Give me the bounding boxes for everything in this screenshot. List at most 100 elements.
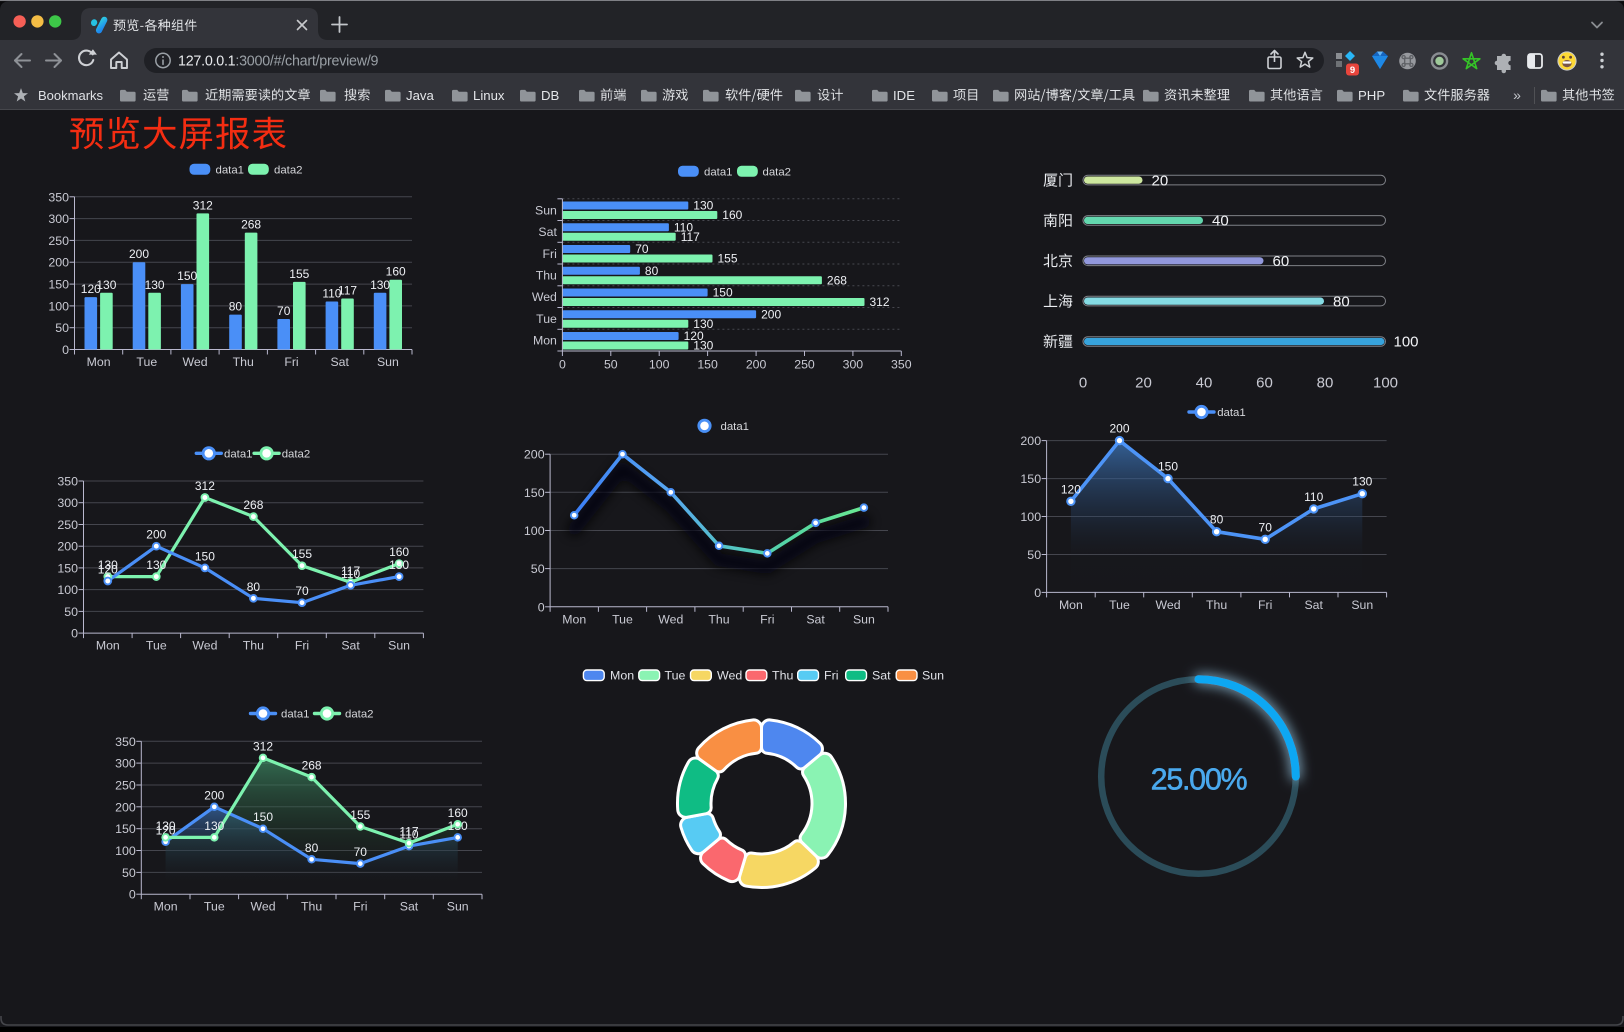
svg-text:Sat: Sat xyxy=(341,639,360,653)
svg-text:Mon: Mon xyxy=(87,355,111,369)
svg-text:130: 130 xyxy=(156,819,176,833)
svg-text:130: 130 xyxy=(204,819,224,833)
svg-text:155: 155 xyxy=(289,267,309,281)
svg-text:20: 20 xyxy=(1135,374,1152,391)
svg-text:80: 80 xyxy=(1317,374,1334,391)
svg-text:Tue: Tue xyxy=(136,355,157,369)
svg-text:60: 60 xyxy=(1256,374,1273,391)
svg-text:data1: data1 xyxy=(721,421,750,433)
svg-text:117: 117 xyxy=(338,284,357,298)
svg-text:120: 120 xyxy=(1061,482,1081,496)
svg-text:200: 200 xyxy=(204,788,224,802)
svg-text:50: 50 xyxy=(64,605,78,619)
svg-text:150: 150 xyxy=(177,269,197,283)
svg-text:Mon: Mon xyxy=(1059,598,1083,612)
svg-text:0: 0 xyxy=(538,600,545,614)
svg-text:data1: data1 xyxy=(216,165,245,177)
svg-text:250: 250 xyxy=(115,779,136,793)
svg-text:200: 200 xyxy=(524,448,545,462)
svg-text:Tue: Tue xyxy=(612,612,633,626)
svg-text:268: 268 xyxy=(243,498,263,512)
svg-text:70: 70 xyxy=(635,242,649,256)
svg-text:160: 160 xyxy=(389,545,409,559)
svg-text:120: 120 xyxy=(684,329,704,343)
svg-text:»: » xyxy=(1513,87,1521,103)
svg-text:130: 130 xyxy=(145,278,165,292)
svg-text:117: 117 xyxy=(341,564,360,578)
svg-text:40: 40 xyxy=(1196,374,1213,391)
svg-text:Tue: Tue xyxy=(536,312,557,326)
svg-text:data2: data2 xyxy=(274,165,303,177)
svg-text:312: 312 xyxy=(253,739,273,753)
svg-text:300: 300 xyxy=(48,212,69,226)
svg-text:Mon: Mon xyxy=(533,334,557,348)
svg-text:120: 120 xyxy=(81,282,101,296)
svg-text:Fri: Fri xyxy=(760,612,774,626)
svg-text:50: 50 xyxy=(1027,548,1041,562)
svg-text:160: 160 xyxy=(386,265,406,279)
svg-text:Thu: Thu xyxy=(233,355,254,369)
svg-text:120: 120 xyxy=(156,823,176,837)
svg-text:25.00%: 25.00% xyxy=(1151,763,1248,797)
svg-text:Thu: Thu xyxy=(301,900,322,914)
svg-text:Wed: Wed xyxy=(717,669,742,683)
svg-text:200: 200 xyxy=(57,540,78,554)
svg-text:130: 130 xyxy=(693,317,713,331)
svg-text:Wed: Wed xyxy=(532,290,557,304)
svg-text:Tue: Tue xyxy=(146,639,167,653)
svg-text:Wed: Wed xyxy=(1155,598,1180,612)
svg-text:Fri: Fri xyxy=(543,247,557,261)
svg-text:350: 350 xyxy=(891,358,912,372)
svg-text:130: 130 xyxy=(1352,475,1372,489)
svg-text:Tue: Tue xyxy=(665,669,686,683)
svg-text:Wed: Wed xyxy=(192,639,217,653)
svg-text:Sat: Sat xyxy=(1304,598,1323,612)
svg-text:200: 200 xyxy=(761,307,781,321)
svg-text:9: 9 xyxy=(1350,65,1355,76)
svg-text:155: 155 xyxy=(718,252,738,266)
svg-text:100: 100 xyxy=(48,299,69,313)
svg-text:100: 100 xyxy=(1020,510,1041,524)
svg-text:Mon: Mon xyxy=(96,639,120,653)
svg-text:Sat: Sat xyxy=(330,355,349,369)
svg-text:110: 110 xyxy=(341,567,360,581)
svg-text:Sun: Sun xyxy=(922,669,944,683)
svg-text:50: 50 xyxy=(55,321,69,335)
svg-text:0: 0 xyxy=(1079,374,1087,391)
svg-text:100: 100 xyxy=(649,358,670,372)
svg-text:268: 268 xyxy=(827,273,847,287)
svg-text:Fri: Fri xyxy=(353,900,367,914)
svg-text:312: 312 xyxy=(193,198,213,212)
svg-text:Fri: Fri xyxy=(1258,598,1272,612)
svg-text:Tue: Tue xyxy=(204,900,225,914)
svg-text:130: 130 xyxy=(693,199,713,213)
svg-text:150: 150 xyxy=(48,278,69,292)
svg-text:250: 250 xyxy=(794,358,815,372)
svg-text:Sun: Sun xyxy=(1351,598,1373,612)
svg-text:150: 150 xyxy=(1020,472,1041,486)
svg-text:250: 250 xyxy=(48,234,69,248)
svg-text:50: 50 xyxy=(531,562,545,576)
svg-text:150: 150 xyxy=(524,486,545,500)
svg-text:Sat: Sat xyxy=(872,669,891,683)
svg-text:Sat: Sat xyxy=(806,612,825,626)
svg-text:80: 80 xyxy=(305,841,319,855)
svg-text:70: 70 xyxy=(277,304,291,318)
svg-text:200: 200 xyxy=(1109,422,1129,436)
svg-text:100: 100 xyxy=(115,844,136,858)
svg-text:130: 130 xyxy=(146,558,166,572)
svg-text:110: 110 xyxy=(1304,490,1323,504)
svg-text:150: 150 xyxy=(253,810,273,824)
svg-text:data2: data2 xyxy=(345,709,374,721)
svg-text:312: 312 xyxy=(195,479,215,493)
svg-text:data1: data1 xyxy=(224,449,253,461)
svg-text:data1: data1 xyxy=(704,167,733,179)
svg-text:Wed: Wed xyxy=(182,355,207,369)
svg-text:Sun: Sun xyxy=(377,355,399,369)
svg-text:70: 70 xyxy=(295,584,309,598)
svg-text:80: 80 xyxy=(229,300,243,314)
svg-text:50: 50 xyxy=(122,866,136,880)
svg-text:200: 200 xyxy=(48,256,69,270)
svg-text:0: 0 xyxy=(62,343,69,357)
svg-text:0: 0 xyxy=(1034,586,1041,600)
